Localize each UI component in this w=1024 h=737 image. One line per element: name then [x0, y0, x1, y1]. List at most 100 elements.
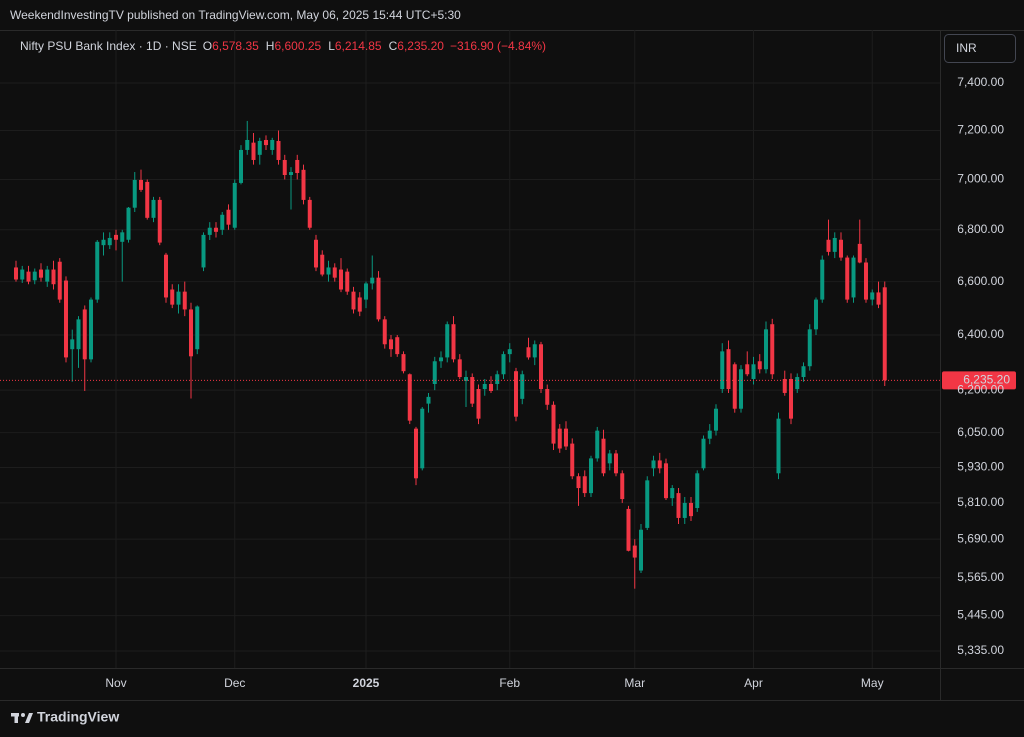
candle-body [707, 430, 712, 439]
candle-body [820, 259, 825, 300]
candle-body [851, 257, 856, 298]
candle-body [345, 271, 350, 292]
x-tick-label: Nov [105, 676, 126, 690]
legend: Nifty PSU Bank Index · 1D · NSE O6,578.35… [20, 39, 546, 53]
candle-body [264, 139, 268, 146]
candle-body [814, 299, 818, 330]
candle-body [607, 453, 612, 464]
y-tick-label: 5,445.00 [957, 608, 1004, 622]
candle-body [551, 404, 556, 444]
candle-body [657, 460, 662, 469]
candle-body [776, 418, 781, 474]
candle-body [751, 364, 756, 379]
candle-body [714, 408, 718, 431]
candle-body [295, 159, 300, 174]
candles [14, 120, 887, 589]
logo-part [21, 713, 25, 717]
candle-body [720, 351, 725, 390]
candle-body [70, 339, 75, 350]
candle-body [532, 344, 537, 358]
published-line: WeekendInvestingTV published on TradingV… [10, 8, 461, 22]
candle-body [507, 349, 512, 355]
candle-body [864, 262, 868, 300]
legend-value: 6,235.20 [397, 39, 444, 53]
y-tick-label: 5,335.00 [957, 643, 1004, 657]
candle-body [157, 199, 162, 243]
candle-body [626, 508, 631, 551]
candle-body [189, 309, 193, 357]
candle-body [457, 359, 462, 378]
candle-body [164, 254, 168, 298]
candle-body [32, 271, 37, 281]
candle-body [207, 227, 212, 235]
candle-body [351, 291, 356, 310]
candle-body [214, 227, 218, 232]
y-tick-label: 5,930.00 [957, 460, 1004, 474]
candle-body [451, 324, 456, 360]
candle-body [245, 139, 250, 150]
y-tick-label: 5,810.00 [957, 495, 1004, 509]
candle-body [670, 488, 675, 499]
candle-body [595, 430, 600, 459]
candle-body [645, 480, 650, 528]
candle-body [232, 182, 237, 228]
candle-body [145, 181, 150, 218]
candle-body [764, 329, 768, 370]
logo-part [25, 713, 33, 723]
candle-body [845, 257, 850, 300]
candle-body [826, 239, 831, 252]
candle-body [770, 324, 775, 375]
candle-body [395, 337, 400, 355]
candle-body [870, 292, 875, 300]
candle-body [326, 267, 331, 275]
y-tick-label: 6,200.00 [957, 382, 1004, 396]
candle-body [439, 357, 443, 362]
brand-logo [11, 713, 33, 723]
candle-body [364, 283, 368, 300]
candle-body [51, 269, 56, 285]
currency-box [944, 34, 1016, 63]
y-tick-label: 7,000.00 [957, 172, 1004, 186]
x-tick-label: Mar [624, 676, 645, 690]
candle-body [701, 438, 706, 469]
y-tick-label: 7,200.00 [957, 123, 1004, 137]
legend-key: H [266, 39, 275, 53]
candle-body [789, 378, 793, 419]
x-tick-label: 2025 [353, 676, 380, 690]
candle-body [445, 324, 450, 358]
legend-value: 6,600.25 [274, 39, 321, 53]
legend-key: L [328, 39, 335, 53]
candle-body [782, 378, 787, 393]
candle-body [632, 545, 637, 558]
candle-body [545, 389, 550, 405]
candle-body [857, 243, 862, 263]
candle-body [195, 306, 200, 350]
y-tick-label: 7,400.00 [957, 75, 1004, 89]
candle-body [489, 383, 493, 391]
candle-body [120, 232, 125, 242]
candle-body [520, 374, 525, 399]
candle-body [726, 349, 731, 390]
candle-body [482, 383, 487, 390]
candle-body [876, 292, 881, 305]
candle-body [126, 207, 131, 240]
legend-value: 6,578.35 [212, 39, 259, 53]
y-tick-label: 6,050.00 [957, 425, 1004, 439]
candle-body [432, 361, 437, 384]
candle-body [739, 369, 743, 409]
candle-body [757, 361, 762, 370]
candle-body [289, 172, 293, 175]
candle-body [882, 287, 887, 381]
legend-key: O [203, 39, 212, 53]
candle-body [576, 476, 581, 489]
candle-body [795, 377, 800, 390]
candle-body [420, 408, 425, 469]
candle-body [557, 428, 562, 449]
last-price-badge [942, 371, 1016, 390]
candle-body [801, 366, 806, 378]
candle-body [301, 169, 306, 200]
candle-body [620, 473, 625, 500]
